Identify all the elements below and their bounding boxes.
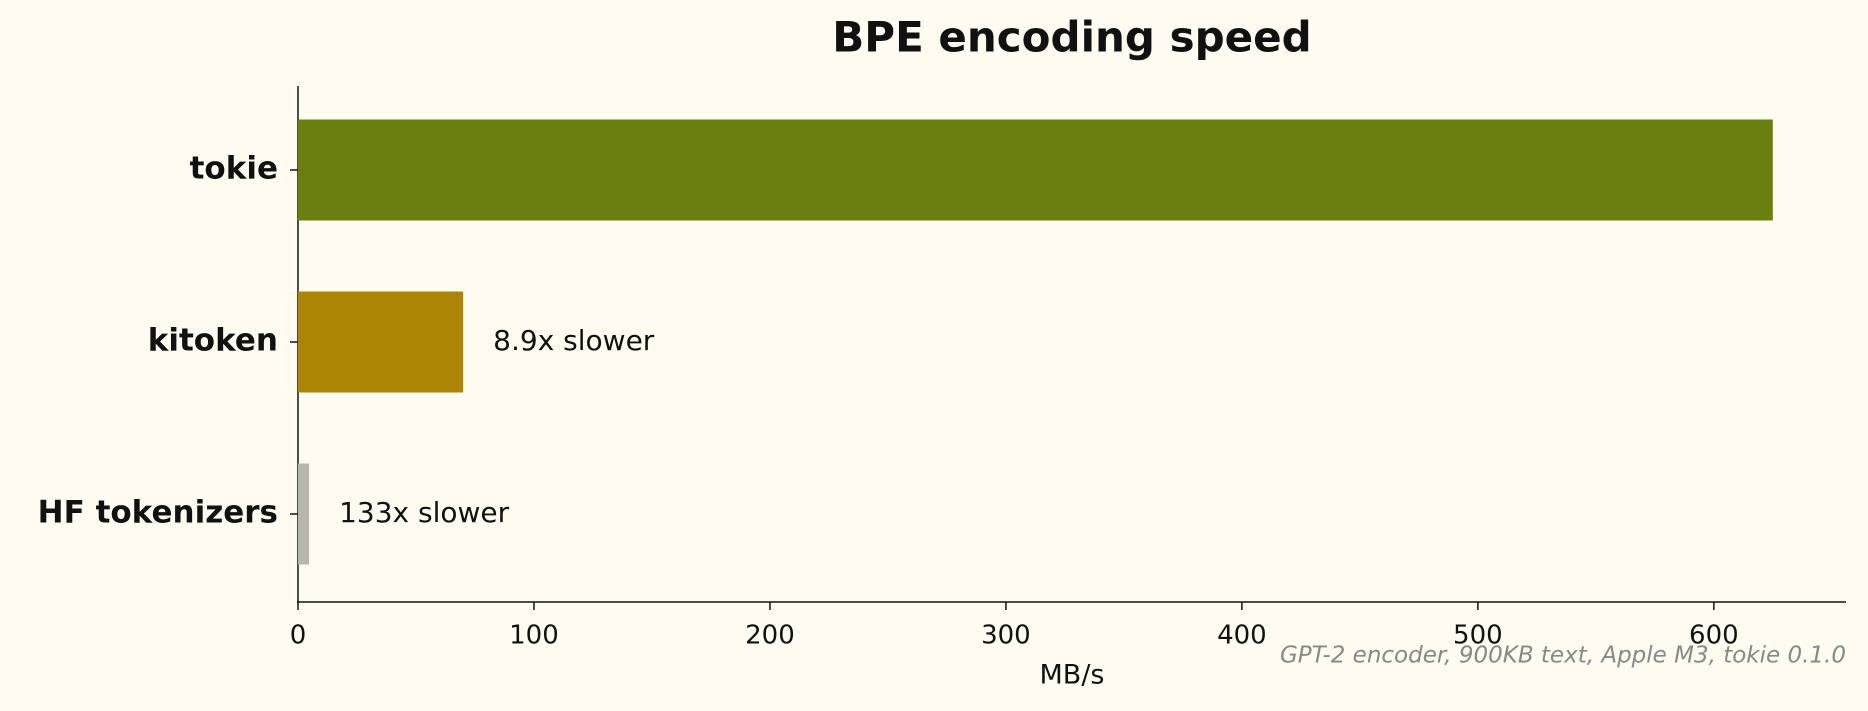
bar-annotation: 8.9x slower (493, 324, 655, 357)
x-tick-label: 100 (509, 621, 559, 651)
bar-annotation: 133x slower (339, 496, 510, 529)
chart-title: BPE encoding speed (832, 13, 1311, 62)
bar (298, 291, 464, 393)
x-tick-label: 500 (1453, 621, 1503, 651)
x-tick-label: 300 (981, 621, 1031, 651)
x-axis-label: MB/s (1040, 660, 1105, 691)
y-tick-label: HF tokenizers (38, 495, 278, 531)
x-tick-label: 400 (1217, 621, 1267, 651)
footnote: GPT-2 encoder, 900KB text, Apple M3, tok… (1280, 643, 1846, 669)
bar (298, 119, 1773, 221)
y-tick-label: tokie (190, 151, 278, 187)
y-tick-label: kitoken (148, 323, 278, 359)
x-tick-label: 0 (290, 621, 307, 651)
x-tick-label: 600 (1689, 621, 1739, 651)
x-tick-label: 200 (745, 621, 795, 651)
bar (298, 463, 310, 565)
